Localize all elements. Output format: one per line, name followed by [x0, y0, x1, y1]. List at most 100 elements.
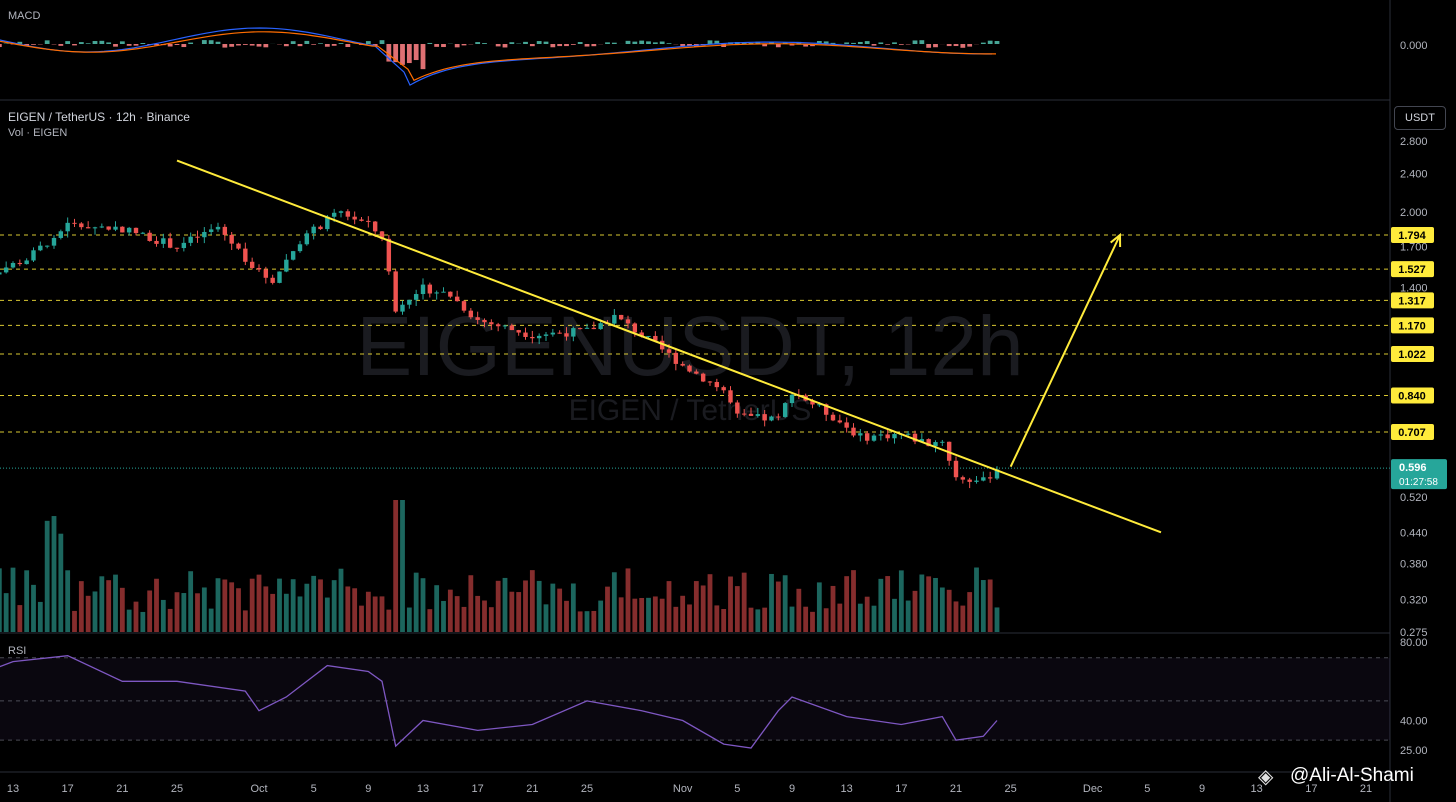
volume-bar	[454, 596, 460, 632]
volume-bar	[748, 607, 754, 632]
macd-histogram-bar	[564, 44, 569, 47]
macd-histogram-bar	[372, 44, 378, 47]
macd-histogram-bar	[680, 44, 686, 46]
macd-histogram-bar	[72, 44, 77, 46]
macd-histogram-bar	[577, 42, 583, 44]
candle-body	[728, 390, 733, 403]
candle-body	[591, 327, 597, 330]
resistance-tag-6	[1391, 424, 1434, 441]
volume-bar	[263, 586, 269, 632]
macd-histogram-bar	[65, 41, 71, 44]
macd-histogram-bar	[611, 42, 617, 44]
candle-body	[154, 240, 159, 244]
candle-body	[133, 227, 139, 234]
volume-bar	[229, 582, 235, 632]
volume-bar	[502, 577, 508, 632]
volume-bar	[946, 589, 952, 632]
volume-bar	[830, 585, 836, 632]
candle-body	[58, 231, 64, 238]
volume-bar	[618, 597, 624, 632]
volume-bar	[174, 592, 180, 632]
candle-body	[181, 242, 187, 249]
macd-histogram-bar	[960, 44, 966, 48]
macd-histogram-bar	[509, 42, 515, 44]
volume-bar	[933, 577, 938, 632]
symbol-title[interactable]: EIGEN / TetherUS · 12h · Binance	[8, 110, 190, 124]
candle-body	[243, 248, 248, 262]
candle-body	[789, 394, 795, 404]
macd-histogram-bar	[0, 44, 2, 48]
candle-body	[3, 267, 9, 273]
macd-histogram-bar	[748, 42, 754, 44]
candle-body	[304, 233, 310, 245]
candle-body	[113, 226, 118, 230]
candle-body	[270, 277, 275, 283]
volume-bar	[154, 578, 159, 632]
candle-body	[325, 216, 330, 230]
volume-bar	[352, 588, 358, 632]
date-tick-17: 25	[1005, 783, 1017, 795]
volume-bar	[106, 580, 112, 632]
candle-body	[147, 232, 152, 241]
descending-trendline	[176, 159, 1162, 534]
candle-body	[413, 294, 419, 300]
candle-body	[126, 227, 132, 233]
volume-bar	[140, 611, 146, 632]
volume-bar	[994, 607, 1000, 632]
candle-body	[748, 413, 754, 416]
volume-title[interactable]: Vol · EIGEN	[8, 127, 68, 139]
macd-histogram-bar	[318, 43, 323, 44]
volume-bar	[10, 567, 16, 632]
date-tick-13: 9	[789, 783, 795, 795]
macd-histogram-bar	[113, 44, 118, 47]
rsi-tick-0: 80.00	[1400, 637, 1428, 649]
macd-histogram-bar	[543, 41, 549, 44]
breakout-arrow-head	[1110, 232, 1122, 248]
candle-body	[208, 229, 214, 232]
volume-bar	[584, 611, 590, 632]
candle-body	[482, 319, 487, 323]
candle-body	[892, 434, 897, 439]
volume-bar	[92, 591, 98, 632]
price-tick-0: 2.800	[1400, 136, 1428, 148]
volume-bar	[646, 597, 651, 632]
volume-bar	[693, 581, 699, 632]
resistance-value-1: 1.527	[1398, 264, 1426, 276]
candle-body	[215, 226, 221, 230]
volume-bar	[769, 573, 774, 632]
volume-bar	[99, 576, 105, 632]
volume-bar	[420, 578, 426, 632]
volume-bar	[625, 568, 631, 632]
macd-histogram-bar	[154, 44, 159, 46]
volume-bar	[714, 605, 720, 632]
candle-body	[99, 226, 105, 228]
macd-histogram-bar	[646, 41, 651, 44]
candle-body	[161, 238, 166, 244]
volume-bar	[181, 593, 187, 632]
date-tick-12: 5	[734, 783, 740, 795]
volume-bar	[666, 581, 672, 632]
currency-button[interactable]: USDT	[1394, 106, 1446, 130]
candle-body	[530, 336, 535, 339]
volume-bar	[290, 579, 296, 632]
macd-histogram-bar	[625, 40, 631, 44]
candle-body	[919, 439, 925, 442]
candle-body	[400, 304, 405, 312]
volume-bar	[577, 611, 583, 632]
candle-body	[967, 479, 972, 482]
candle-body	[810, 400, 815, 405]
volume-bar	[119, 587, 125, 632]
macd-histogram-bar	[502, 44, 508, 48]
volume-bar	[461, 606, 467, 632]
candle-body	[222, 226, 228, 235]
price-tick-7: 0.380	[1400, 558, 1428, 570]
candle-body	[543, 334, 549, 336]
candle-body	[65, 222, 70, 232]
candle-body	[489, 322, 494, 325]
candle-body	[79, 223, 84, 228]
macd-histogram-bar	[659, 41, 665, 44]
macd-histogram-bar	[222, 44, 228, 48]
candle-body	[263, 269, 269, 278]
macd-histogram-bar	[639, 40, 645, 44]
